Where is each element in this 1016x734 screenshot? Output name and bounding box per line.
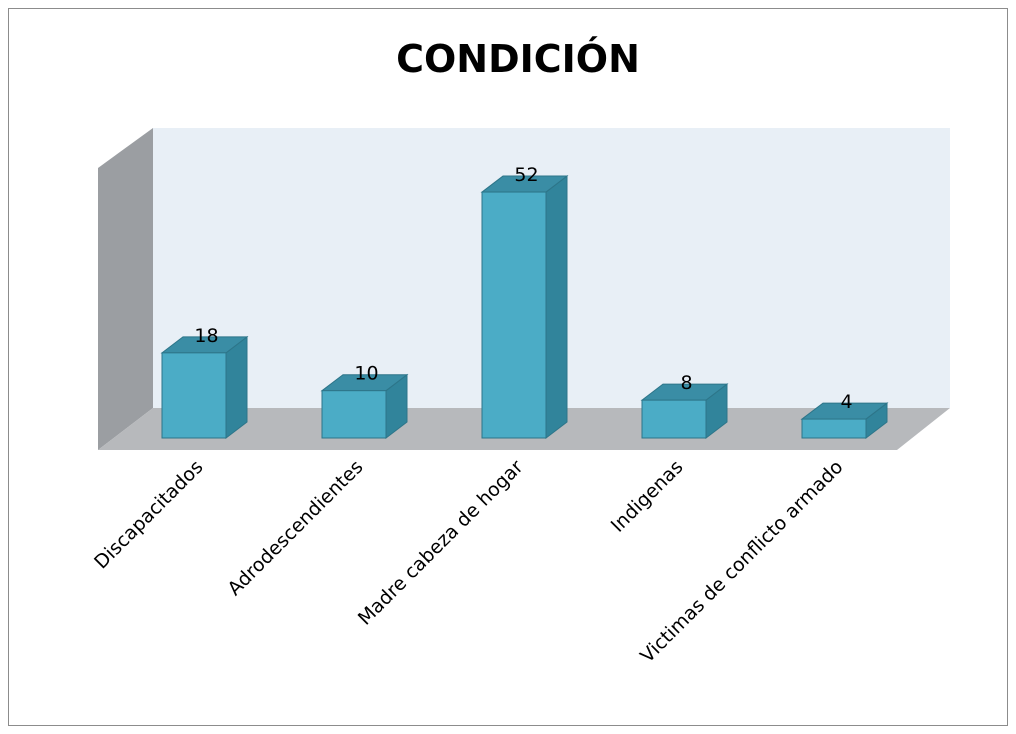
bar-side-discapacitados xyxy=(225,335,248,440)
data-label-indigenas: 8 xyxy=(680,372,692,394)
tick-label-indigenas: Indigenas xyxy=(607,456,688,537)
bars xyxy=(160,175,889,440)
bar-front-victimas-de-conflicto-armado xyxy=(801,418,867,439)
tick-label-madre-cabeza-de-hogar: Madre cabeza de hogar xyxy=(354,456,528,630)
bar-madre-cabeza-de-hogar xyxy=(480,175,569,440)
data-label-adrodescendientes: 10 xyxy=(354,363,378,385)
bar-adrodescendientes xyxy=(320,373,409,440)
data-label-discapacitados: 18 xyxy=(194,325,218,347)
bar-front-adrodescendientes xyxy=(321,390,387,439)
bar-front-discapacitados xyxy=(161,352,227,439)
bar-discapacitados xyxy=(160,335,249,440)
data-label-victimas-de-conflicto-armado: 4 xyxy=(840,391,852,413)
bar-side-madre-cabeza-de-hogar xyxy=(545,175,568,440)
data-label-madre-cabeza-de-hogar: 52 xyxy=(514,164,538,186)
side-wall xyxy=(98,128,153,450)
data-labels: 18 10 52 8 4 xyxy=(194,164,852,413)
bar-victimas-de-conflicto-armado xyxy=(800,402,889,440)
bar-front-madre-cabeza-de-hogar xyxy=(481,191,547,439)
tick-label-discapacitados: Discapacitados xyxy=(90,456,207,573)
tick-label-adrodescendientes: Adrodescendientes xyxy=(224,456,368,600)
bar-indigenas xyxy=(640,383,729,440)
bar-front-indigenas xyxy=(641,399,707,439)
chart-title: CONDICIÓN xyxy=(396,37,640,81)
